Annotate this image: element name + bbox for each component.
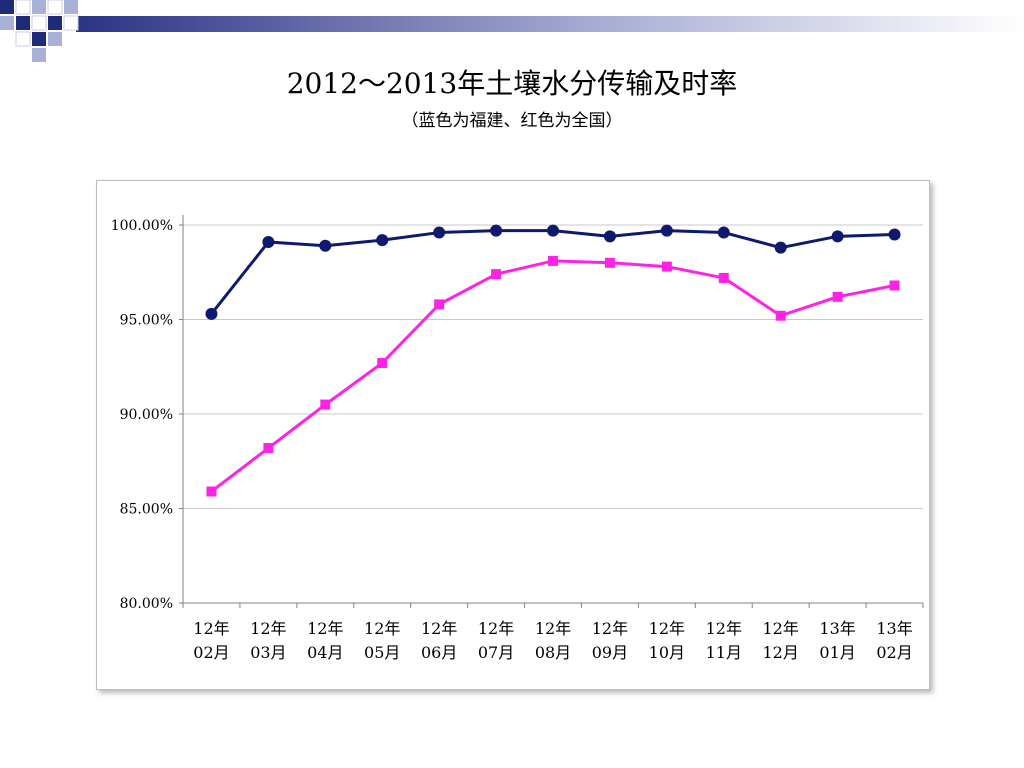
chart-subtitle: （蓝色为福建、红色为全国） [401, 111, 623, 131]
x-tick-label: 12年 [307, 619, 343, 638]
x-tick-label: 12年 [763, 619, 799, 638]
x-tick-label: 12年 [592, 619, 628, 638]
series-1-point [376, 234, 389, 247]
y-tick-label: 80.00% [120, 596, 173, 612]
series-2-point [604, 257, 615, 268]
series-2-point [889, 280, 900, 291]
series-2-point [377, 357, 388, 368]
series-1-point [717, 226, 730, 239]
series-2-point [832, 291, 843, 302]
series-2-line [210, 259, 895, 493]
series-2-point [434, 299, 445, 310]
series-1-point [319, 239, 332, 252]
x-tick-label: 12年 [535, 619, 571, 638]
series-1-line [210, 229, 895, 315]
series-1-point [262, 236, 275, 249]
series-2-point [491, 269, 502, 280]
series-2-point [263, 443, 274, 454]
corner-decoration [0, 0, 1024, 62]
y-tick-label: 90.00% [120, 407, 173, 423]
y-tick-label: 85.00% [120, 502, 173, 518]
x-tick-label: 04月 [307, 643, 343, 662]
x-tick-label: 12年 [478, 619, 514, 638]
x-tick-label: 11月 [706, 643, 742, 662]
series-2-point [661, 261, 672, 272]
x-tick-label: 12年 [706, 619, 742, 638]
series-1-point [888, 228, 901, 241]
series-2-point [206, 486, 217, 497]
y-tick-label: 95.00% [120, 313, 173, 329]
x-tick-label: 09月 [592, 643, 628, 662]
series-1-point [205, 307, 218, 320]
series-1-point [774, 241, 787, 254]
series-1-point [660, 224, 673, 237]
x-tick-label: 02月 [876, 643, 912, 662]
x-tick-label: 12年 [421, 619, 457, 638]
series-1-point [831, 230, 844, 243]
series-2-point [775, 310, 786, 321]
x-tick-label: 01月 [819, 643, 855, 662]
x-tick-label: 07月 [478, 643, 514, 662]
y-tick-label: 100.00% [111, 218, 173, 234]
x-tick-label: 08月 [535, 643, 571, 662]
chart-frame: 80.00% 85.00% 90.00% 95.00% 100.00% 12年 02月 12年… [96, 180, 930, 690]
x-tick-label: 12年 [250, 619, 286, 638]
x-tick-label: 02月 [193, 643, 229, 662]
series-1-point [433, 226, 446, 239]
series-1-point [603, 230, 616, 243]
x-tick-label: 12月 [763, 643, 799, 662]
series-1-point [490, 224, 503, 237]
series-2-point [320, 399, 331, 410]
x-tick-label: 12年 [364, 619, 400, 638]
series-2-point [718, 272, 729, 283]
series-2-point [548, 255, 558, 266]
line-chart: 80.00% 85.00% 90.00% 95.00% 100.00% 12年 02月 12年… [111, 215, 924, 662]
x-tick-label: 12年 [193, 619, 229, 638]
x-tick-label: 10月 [649, 643, 685, 662]
x-tick-label: 13年 [819, 619, 855, 638]
x-tick-label: 06月 [421, 643, 457, 662]
x-tick-label: 05月 [364, 643, 400, 662]
x-tick-label: 13年 [876, 619, 912, 638]
x-tick-label: 12年 [649, 619, 685, 638]
series-1-point [547, 224, 559, 237]
chart-title: 2012～2013年土壤水分传输及时率 [286, 67, 738, 100]
x-tick-label: 03月 [250, 643, 286, 662]
